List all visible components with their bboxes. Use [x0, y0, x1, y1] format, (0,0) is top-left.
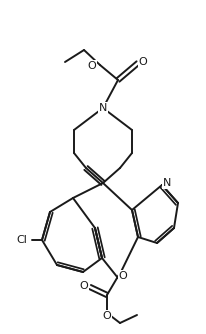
- Text: Cl: Cl: [16, 235, 27, 245]
- Text: N: N: [99, 103, 107, 113]
- Text: O: O: [87, 61, 96, 71]
- Text: O: O: [139, 57, 147, 67]
- Text: O: O: [80, 281, 88, 291]
- Text: N: N: [163, 178, 171, 188]
- Text: O: O: [103, 311, 111, 321]
- Text: O: O: [119, 271, 127, 281]
